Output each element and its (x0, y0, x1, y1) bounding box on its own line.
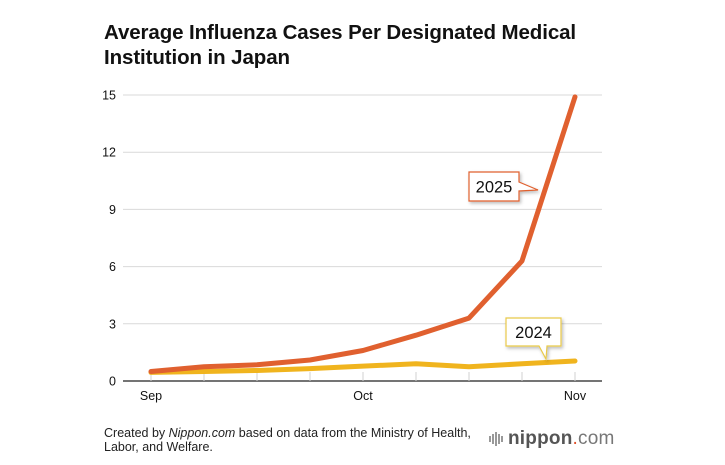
source-note-prefix: Created by (104, 426, 169, 440)
y-tick-label: 15 (102, 89, 116, 103)
source-note-suffix: based on data from the Ministry of Healt… (104, 426, 471, 454)
annotation-box (468, 171, 539, 202)
source-name: Nippon.com (168, 426, 236, 440)
series-lines (148, 94, 578, 375)
annotation-2024: 2024 (505, 317, 562, 362)
chart-title: Average Influenza Cases Per Designated M… (104, 21, 577, 69)
x-axis: Sep Oct Nov (123, 372, 602, 403)
x-tick-label: Nov (564, 389, 587, 403)
y-axis-ticks: 0 3 6 9 12 15 (102, 89, 116, 389)
source-note: Created by Nippon.com based on data from… (104, 426, 484, 454)
annotations: 2025 2024 (468, 171, 562, 362)
y-tick-label: 6 (109, 260, 116, 274)
y-tick-label: 0 (109, 375, 116, 389)
annotation-box (505, 317, 562, 362)
annotation-2025: 2025 (468, 171, 539, 202)
y-tick-label: 3 (109, 317, 116, 331)
annotation-label: 2025 (476, 179, 513, 197)
brand-logo: nippon.com (489, 428, 615, 450)
brand-dot: . (572, 428, 578, 450)
brand-name: nippon (508, 428, 573, 450)
x-tick-label: Oct (353, 389, 373, 403)
y-tick-label: 12 (102, 146, 116, 160)
brand-tld: com (578, 428, 615, 450)
y-tick-label: 9 (109, 203, 116, 217)
grid-lines (123, 94, 602, 325)
series-line-2024 (148, 358, 578, 375)
x-tick-label: Sep (140, 389, 162, 403)
annotation-label: 2024 (515, 324, 552, 342)
sound-bars-icon (489, 428, 504, 450)
